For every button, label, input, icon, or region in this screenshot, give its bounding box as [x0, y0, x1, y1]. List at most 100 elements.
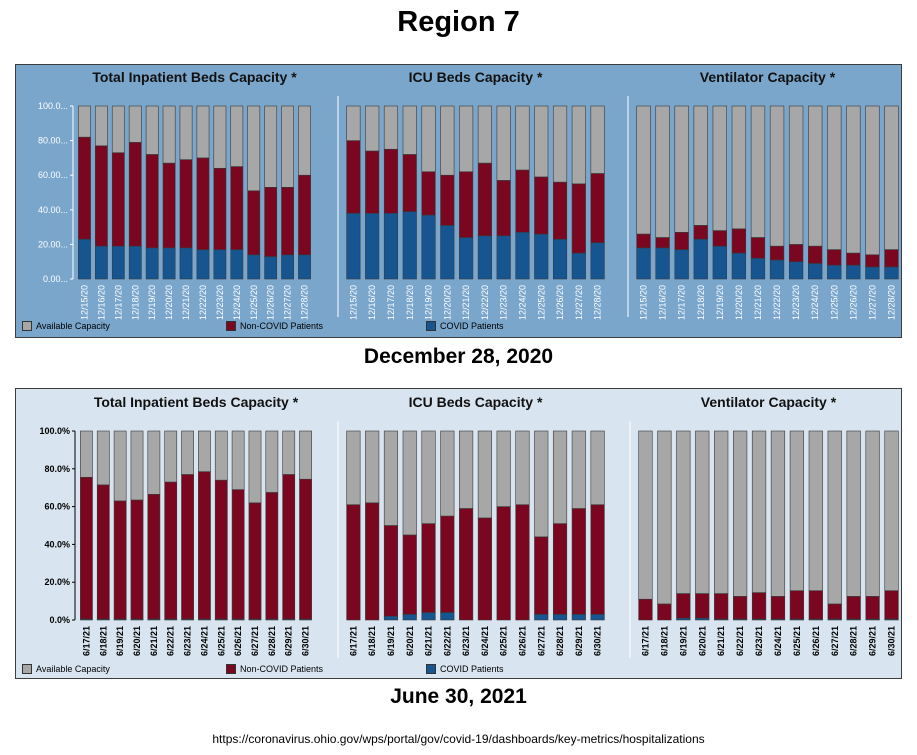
- bar-segment-covid-patients[interactable]: [179, 247, 193, 280]
- bar-stack[interactable]: [96, 430, 110, 621]
- bar-stack[interactable]: [247, 105, 261, 280]
- bar-segment-available-capacity[interactable]: [477, 105, 492, 164]
- bar-segment-non-covid-patients[interactable]: [712, 230, 727, 247]
- bar-segment-available-capacity[interactable]: [162, 105, 176, 164]
- bar-segment-non-covid-patients[interactable]: [402, 534, 417, 615]
- bar-stack[interactable]: [808, 105, 823, 280]
- legend-item-non-covid[interactable]: Non-COVID Patients: [226, 664, 323, 674]
- bar-segment-non-covid-patients[interactable]: [477, 517, 492, 621]
- bar-stack[interactable]: [80, 430, 93, 621]
- bar-segment-covid-patients[interactable]: [552, 614, 568, 621]
- bar-segment-covid-patients[interactable]: [769, 259, 785, 280]
- bar-segment-covid-patients[interactable]: [459, 237, 474, 280]
- bar-stack[interactable]: [496, 430, 511, 621]
- bar-segment-non-covid-patients[interactable]: [196, 157, 210, 250]
- bar-segment-covid-patients[interactable]: [552, 238, 568, 280]
- bar-segment-covid-patients[interactable]: [421, 612, 436, 621]
- bar-segment-non-covid-patients[interactable]: [693, 225, 708, 240]
- bar-segment-covid-patients[interactable]: [571, 252, 586, 280]
- bar-segment-non-covid-patients[interactable]: [695, 593, 710, 619]
- bar-segment-non-covid-patients[interactable]: [751, 592, 767, 620]
- bar-segment-covid-patients[interactable]: [590, 242, 605, 280]
- bar-segment-non-covid-patients[interactable]: [383, 525, 399, 617]
- legend-item-covid[interactable]: COVID Patients: [426, 664, 504, 674]
- bar-segment-non-covid-patients[interactable]: [179, 159, 193, 249]
- bar-stack[interactable]: [128, 105, 142, 280]
- bar-stack[interactable]: [94, 105, 108, 280]
- bar-segment-available-capacity[interactable]: [657, 430, 672, 605]
- bar-segment-covid-patients[interactable]: [402, 211, 417, 280]
- legend-item-non-covid[interactable]: Non-COVID Patients: [226, 321, 323, 331]
- bar-segment-non-covid-patients[interactable]: [552, 523, 568, 615]
- bar-stack[interactable]: [732, 430, 748, 621]
- bar-stack[interactable]: [552, 430, 568, 621]
- bar-segment-available-capacity[interactable]: [496, 105, 511, 181]
- bar-segment-non-covid-patients[interactable]: [884, 590, 899, 620]
- bar-segment-non-covid-patients[interactable]: [571, 508, 586, 615]
- bar-stack[interactable]: [365, 430, 380, 621]
- legend-item-available[interactable]: Available Capacity: [22, 321, 110, 331]
- bar-stack[interactable]: [213, 105, 227, 280]
- bar-segment-covid-patients[interactable]: [440, 612, 455, 621]
- bar-segment-covid-patients[interactable]: [693, 238, 708, 280]
- bar-segment-available-capacity[interactable]: [712, 105, 727, 231]
- bar-segment-covid-patients[interactable]: [402, 614, 417, 621]
- bar-segment-covid-patients[interactable]: [230, 249, 244, 280]
- bar-stack[interactable]: [827, 430, 842, 621]
- bar-segment-available-capacity[interactable]: [534, 105, 549, 178]
- bar-segment-available-capacity[interactable]: [636, 105, 651, 235]
- bar-segment-available-capacity[interactable]: [590, 105, 605, 174]
- bar-segment-non-covid-patients[interactable]: [164, 481, 178, 620]
- bar-segment-non-covid-patients[interactable]: [571, 183, 586, 254]
- bar-stack[interactable]: [421, 430, 436, 621]
- bar-segment-non-covid-patients[interactable]: [788, 244, 804, 262]
- bar-segment-available-capacity[interactable]: [94, 105, 108, 147]
- bar-segment-non-covid-patients[interactable]: [657, 603, 672, 621]
- bar-stack[interactable]: [712, 105, 727, 280]
- bar-stack[interactable]: [162, 105, 176, 280]
- bar-segment-available-capacity[interactable]: [78, 105, 91, 138]
- bar-segment-available-capacity[interactable]: [164, 430, 178, 483]
- bar-segment-non-covid-patients[interactable]: [827, 249, 842, 266]
- bar-segment-non-covid-patients[interactable]: [846, 252, 861, 266]
- bar-segment-covid-patients[interactable]: [78, 238, 91, 280]
- bar-segment-available-capacity[interactable]: [181, 430, 194, 475]
- bar-stack[interactable]: [636, 105, 651, 280]
- bar-stack[interactable]: [230, 105, 244, 280]
- bar-segment-available-capacity[interactable]: [789, 430, 805, 592]
- bar-stack[interactable]: [590, 430, 605, 621]
- bar-segment-covid-patients[interactable]: [94, 245, 108, 280]
- bar-stack[interactable]: [693, 105, 708, 280]
- bar-segment-available-capacity[interactable]: [552, 430, 568, 524]
- bar-segment-available-capacity[interactable]: [884, 105, 899, 250]
- bar-stack[interactable]: [383, 105, 399, 280]
- bar-segment-non-covid-patients[interactable]: [282, 474, 296, 620]
- bar-segment-available-capacity[interactable]: [281, 105, 295, 188]
- bar-segment-available-capacity[interactable]: [402, 430, 417, 536]
- bar-segment-available-capacity[interactable]: [788, 105, 804, 245]
- bar-stack[interactable]: [827, 105, 842, 280]
- bar-segment-non-covid-patients[interactable]: [265, 492, 279, 620]
- bar-segment-covid-patients[interactable]: [145, 247, 159, 280]
- bar-segment-covid-patients[interactable]: [655, 247, 670, 280]
- bar-segment-available-capacity[interactable]: [827, 430, 842, 605]
- bar-segment-non-covid-patients[interactable]: [440, 174, 455, 226]
- bar-segment-available-capacity[interactable]: [731, 105, 747, 230]
- bar-segment-available-capacity[interactable]: [515, 105, 530, 171]
- source-url[interactable]: https://coronavirus.ohio.gov/wps/portal/…: [212, 732, 705, 746]
- bar-segment-available-capacity[interactable]: [231, 430, 245, 490]
- bar-stack[interactable]: [164, 430, 178, 621]
- bar-stack[interactable]: [714, 430, 729, 621]
- bar-segment-available-capacity[interactable]: [865, 430, 880, 597]
- bar-segment-covid-patients[interactable]: [196, 249, 210, 280]
- bar-segment-non-covid-patients[interactable]: [247, 190, 261, 256]
- bar-segment-available-capacity[interactable]: [196, 105, 210, 159]
- bar-segment-available-capacity[interactable]: [676, 430, 691, 594]
- bar-segment-non-covid-patients[interactable]: [421, 171, 436, 216]
- bar-segment-available-capacity[interactable]: [265, 430, 279, 493]
- bar-segment-covid-patients[interactable]: [298, 254, 311, 280]
- bar-segment-non-covid-patients[interactable]: [515, 504, 530, 621]
- bar-segment-available-capacity[interactable]: [808, 430, 823, 592]
- bar-stack[interactable]: [264, 105, 278, 280]
- bar-segment-non-covid-patients[interactable]: [281, 187, 295, 256]
